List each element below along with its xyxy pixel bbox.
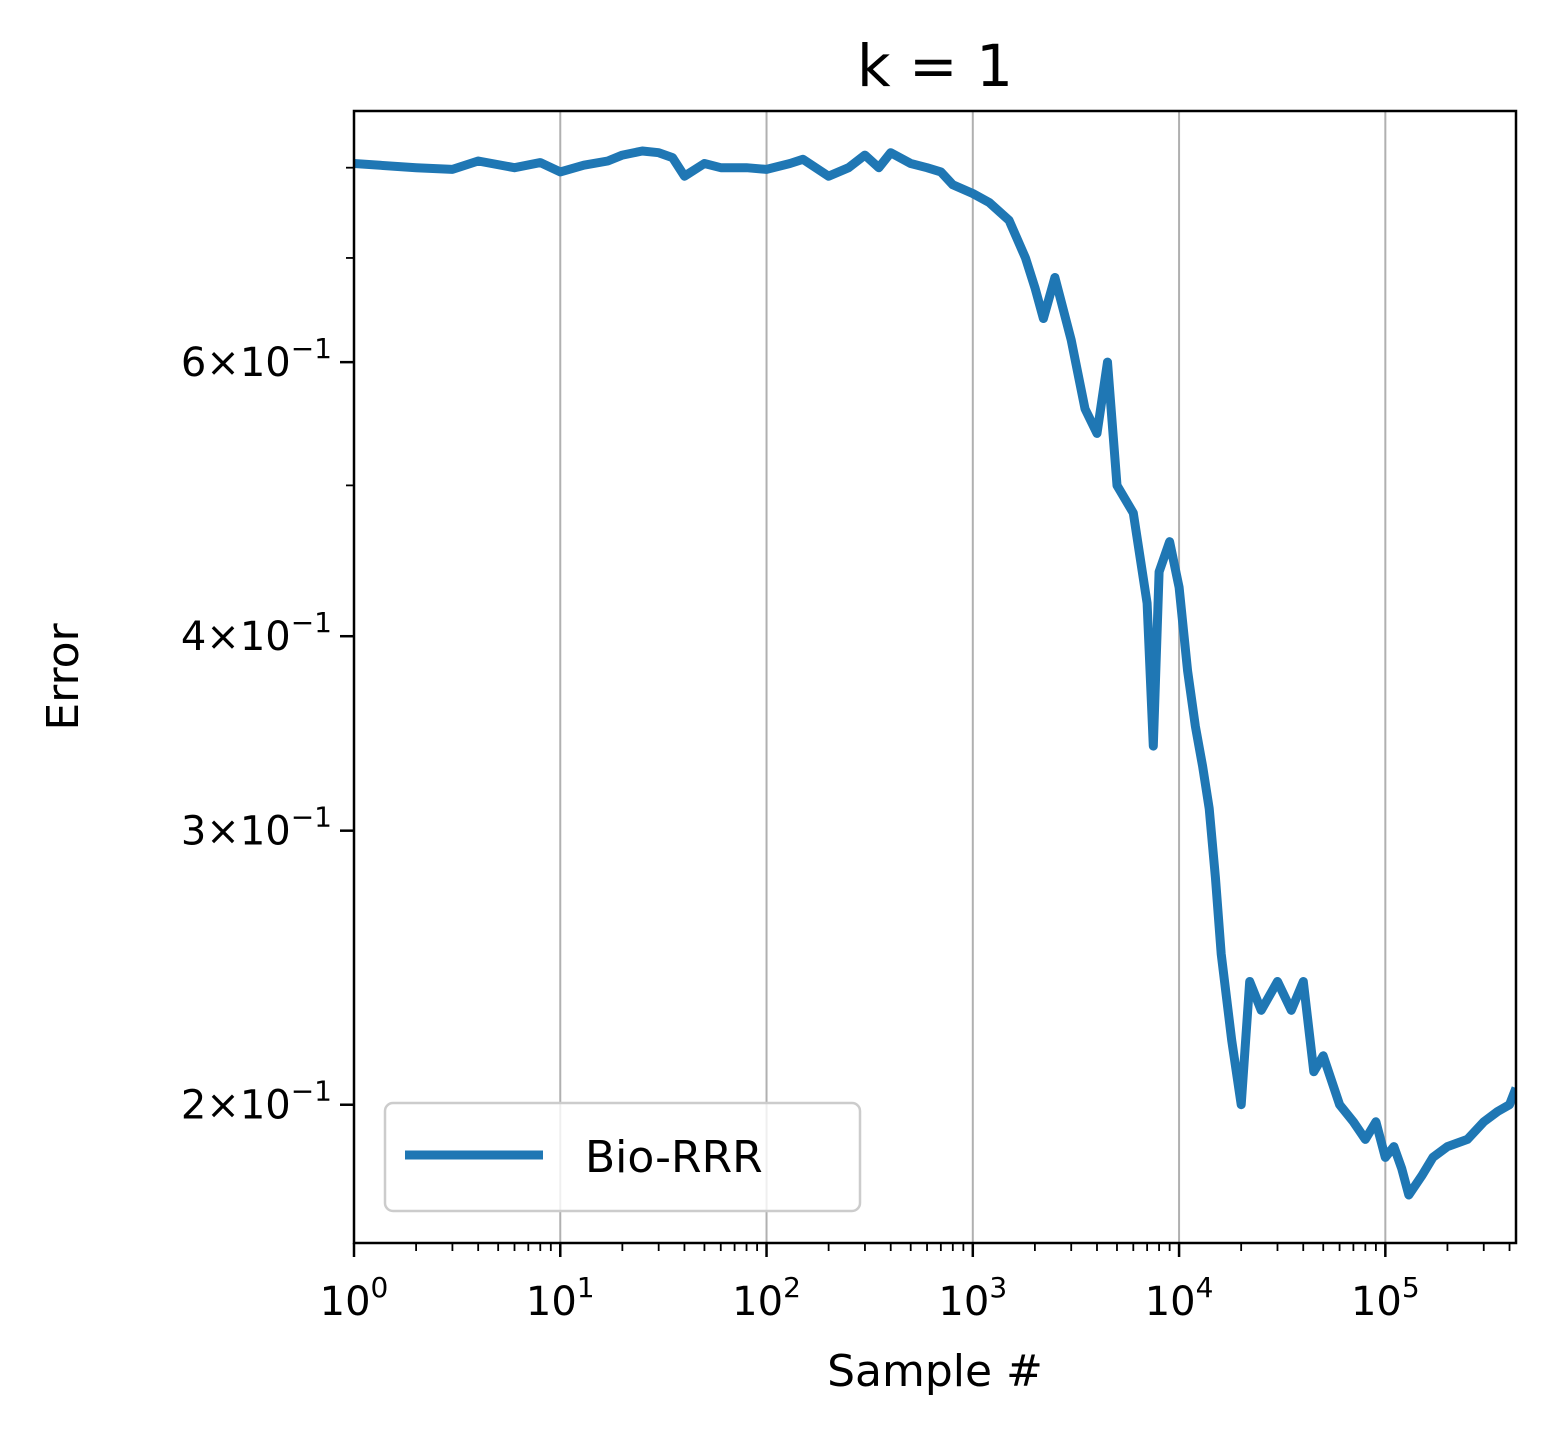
y-tick-label: 3×10−1 bbox=[181, 801, 332, 855]
legend-box bbox=[383, 1101, 862, 1213]
x-tick-label: 103 bbox=[938, 1271, 1007, 1325]
series-line-0 bbox=[354, 146, 1516, 1200]
x-tick-label: 104 bbox=[1145, 1271, 1214, 1325]
y-tick-label: 2×10−1 bbox=[181, 1075, 332, 1129]
plot-frame bbox=[352, 109, 1518, 1245]
legend: Bio-RRR bbox=[383, 1101, 862, 1213]
y-tick-label: 4×10−1 bbox=[181, 606, 332, 660]
chart-title: k = 1 bbox=[857, 32, 1013, 100]
x-tick-label: 100 bbox=[320, 1271, 389, 1325]
grid-lines bbox=[559, 111, 1387, 1243]
y-axis-label: Error bbox=[38, 622, 89, 730]
legend-label: Bio-RRR bbox=[585, 1132, 763, 1183]
x-tick-label: 102 bbox=[732, 1271, 801, 1325]
y-tick-label: 6×10−1 bbox=[181, 332, 332, 386]
x-tick-label: 105 bbox=[1351, 1271, 1420, 1325]
x-tick-label: 101 bbox=[526, 1271, 595, 1325]
x-axis-label: Sample # bbox=[827, 1346, 1043, 1397]
plot-area bbox=[354, 146, 1516, 1200]
axis-ticks: 100 101 102 103 104 105 2×10−1 3×10−1 4×10−1 6×10… bbox=[181, 166, 1511, 1325]
